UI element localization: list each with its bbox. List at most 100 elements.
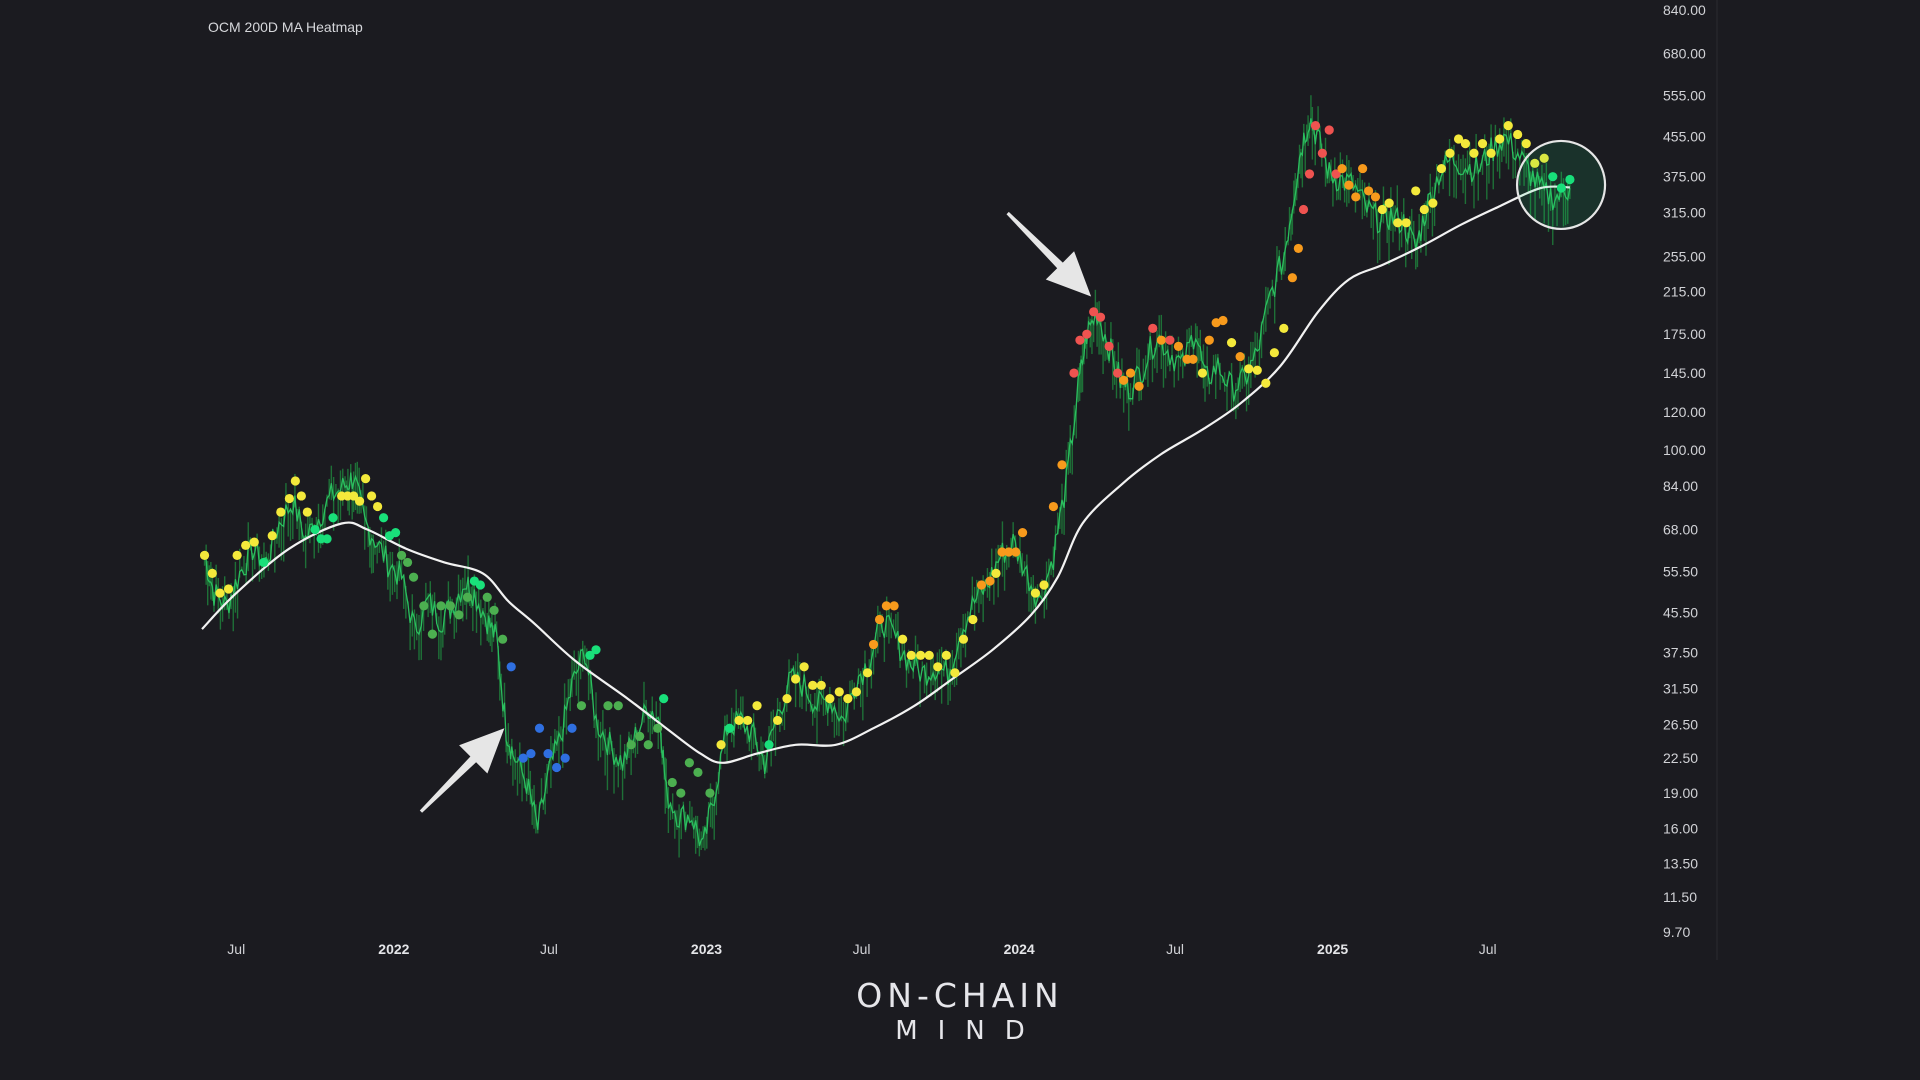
heat-dot-blue [560, 753, 570, 763]
heat-dot-yellow [1495, 134, 1505, 144]
y-tick-label: 215.00 [1663, 284, 1706, 300]
heat-dot-green_dark [576, 701, 587, 711]
heat-dot-green [390, 528, 401, 538]
y-tick-label: 26.50 [1663, 716, 1698, 732]
heat-dot-green_dark [684, 758, 694, 768]
heat-dot-yellow [790, 674, 801, 684]
y-tick-label: 11.50 [1663, 889, 1697, 905]
y-tick-label: 175.00 [1663, 326, 1706, 342]
heat-dot-yellow [906, 650, 916, 660]
heat-dot-green [659, 694, 669, 704]
heat-dots [200, 121, 1575, 798]
heat-dot-green_dark [667, 777, 677, 788]
heat-dot-yellow [772, 715, 783, 726]
heat-dot-green_dark [462, 592, 473, 602]
x-tick-label: Jul [1479, 941, 1497, 957]
heat-dot-green_dark [626, 740, 636, 750]
heat-dot-yellow [958, 634, 969, 644]
heat-dot-green_dark [705, 788, 715, 798]
heat-dot-yellow [223, 584, 234, 594]
y-tick-label: 555.00 [1663, 88, 1706, 104]
heat-dot-blue [543, 748, 553, 759]
y-tick-label: 31.50 [1663, 681, 1698, 697]
heat-dot-green_dark [693, 767, 703, 777]
heat-dot-yellow [290, 476, 300, 486]
heat-dot-green_dark [676, 788, 686, 798]
heat-dot-red [1082, 329, 1092, 339]
heat-dot-green [475, 580, 485, 590]
heat-dot-yellow [200, 550, 210, 561]
heat-dot-yellow [366, 491, 377, 501]
heat-dot-green_dark [643, 740, 653, 750]
y-tick-label: 455.00 [1663, 129, 1706, 145]
heat-dot-orange [997, 547, 1007, 557]
ma200-series [201, 185, 1570, 764]
heat-dot-yellow [349, 491, 359, 501]
heat-dot-yellow [843, 694, 853, 704]
heat-dot-yellow [232, 550, 242, 561]
heat-dot-orange [1204, 335, 1214, 345]
heat-dot-green_dark [419, 601, 429, 611]
heat-dot-yellow [1436, 163, 1447, 174]
y-tick-label: 840.00 [1663, 2, 1706, 18]
heat-dot-red [1298, 204, 1309, 215]
heat-dot-green [378, 513, 389, 523]
heat-dot-yellow [355, 496, 365, 506]
x-tick-label: 2024 [1004, 941, 1035, 957]
heat-dot-orange [1173, 341, 1184, 351]
heat-dot-green_dark [454, 610, 464, 620]
annotation-arrow-down-right [1006, 211, 1092, 297]
heat-dot-yellow [249, 537, 259, 547]
x-tick-label: 2025 [1317, 941, 1348, 957]
heat-dot-blue [518, 753, 528, 763]
heat-dot-green [591, 645, 601, 655]
heat-dot-blue [552, 762, 562, 773]
heat-dot-red [1075, 335, 1085, 345]
heat-dot-blue [506, 662, 516, 672]
heat-dot-yellow [215, 588, 225, 598]
price-line [203, 118, 1571, 847]
annotation-highlight-circle [1515, 139, 1607, 231]
x-tick-label: Jul [853, 941, 871, 957]
heat-dot-yellow [991, 568, 1001, 578]
heat-dot-yellow [296, 491, 306, 501]
price-series [203, 95, 1571, 858]
heat-dot-green [322, 534, 332, 544]
y-tick-label: 19.00 [1663, 785, 1698, 801]
heat-dot-orange [1364, 186, 1374, 196]
heat-dot-yellow [862, 668, 873, 678]
brand-logo-top: ON-CHAIN [856, 976, 1064, 1015]
heat-dot-red [1113, 368, 1123, 378]
heat-dot-red [1310, 121, 1321, 131]
heat-dot-orange [881, 601, 891, 611]
heat-dot-yellow [1030, 588, 1041, 598]
heat-dot-yellow [267, 531, 277, 541]
heat-dot-yellow [743, 715, 753, 726]
heat-dot-red [1095, 312, 1106, 322]
heat-dot-yellow [1445, 148, 1455, 158]
plot-area [200, 95, 1575, 858]
heat-dot-orange [1337, 163, 1347, 174]
heat-dot-yellow [1411, 186, 1421, 196]
heat-dot-yellow [1393, 218, 1403, 228]
heat-dot-yellow [1419, 204, 1429, 215]
chart-title: OCM 200D MA Heatmap [208, 19, 363, 35]
heat-dot-green [259, 557, 269, 568]
y-tick-label: 84.00 [1663, 478, 1698, 494]
heat-dot-orange [1057, 460, 1067, 470]
heat-dot-green_dark [445, 601, 455, 611]
heat-dot-red [1317, 148, 1327, 158]
heat-dot-yellow [1521, 139, 1531, 149]
heat-dot-yellow [808, 680, 818, 690]
x-tick-label: 2023 [691, 941, 722, 957]
heat-dot-orange [1293, 243, 1303, 254]
heat-dot-yellow [207, 568, 217, 578]
x-tick-label: Jul [227, 941, 245, 957]
heat-dot-orange [1048, 501, 1059, 512]
x-tick-label: Jul [540, 941, 558, 957]
heat-dot-yellow [1384, 198, 1394, 208]
heat-dot-yellow [1261, 378, 1271, 388]
heat-dot-green [585, 650, 595, 660]
heat-dot-green [328, 513, 338, 523]
